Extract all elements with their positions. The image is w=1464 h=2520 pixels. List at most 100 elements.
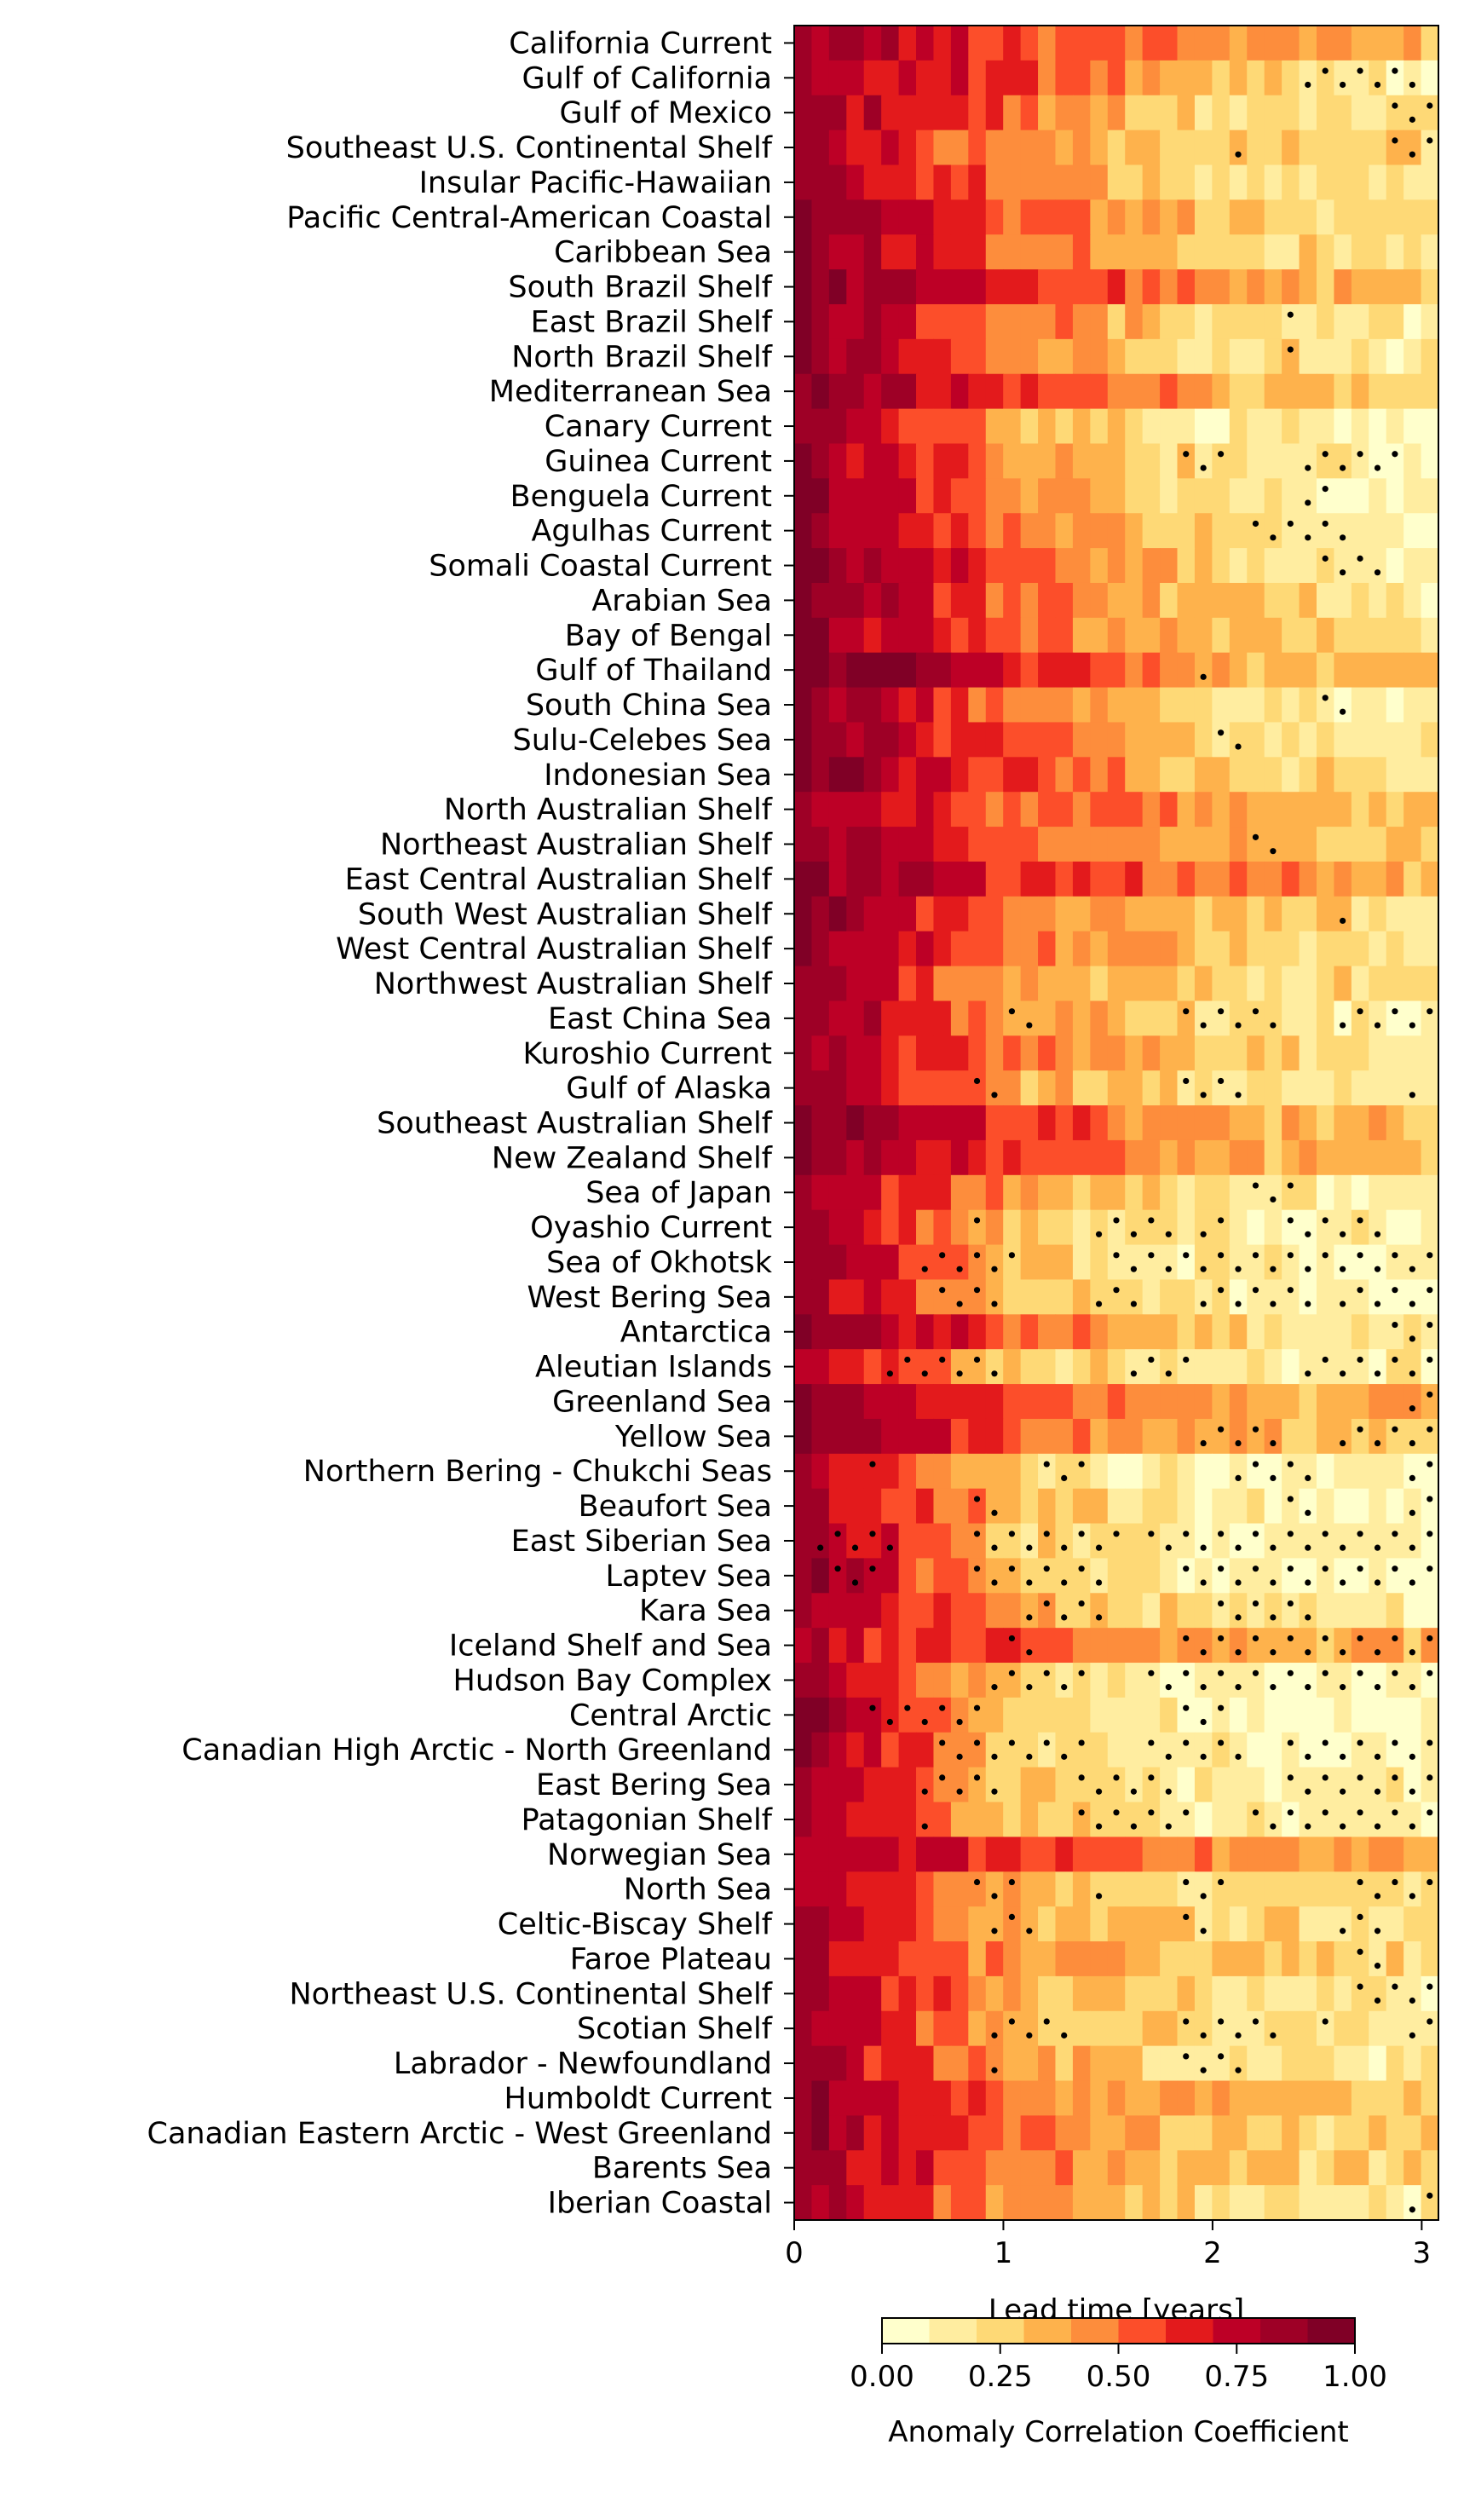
heatmap-cell [1229,1174,1248,1211]
heatmap-cell [1421,164,1439,200]
heatmap-cell [1125,1279,1144,1315]
heatmap-cell [1194,722,1213,758]
heatmap-cell [1421,60,1439,96]
heatmap-cell [1264,60,1282,96]
colorbar-tick-label: 0.75 [1204,2360,1269,2394]
heatmap-cell [881,1139,900,1176]
heatmap-cell [1194,548,1213,584]
heatmap-cell [1351,199,1369,235]
heatmap-cell [1229,722,1248,758]
heatmap-cell [916,513,935,549]
heatmap-cell [828,1001,847,1036]
heatmap-cell [1299,478,1317,514]
heatmap-cell [1351,95,1369,131]
region-label: Humboldt Current [504,2082,772,2116]
heatmap-cell [1229,1453,1248,1490]
heatmap-cell [811,792,830,828]
heatmap-cell [1055,1628,1074,1664]
heatmap-cell [1369,1070,1387,1106]
heatmap-cell [794,234,813,270]
heatmap-cell [1125,443,1144,479]
heatmap-cell [1247,827,1265,862]
heatmap-cell [1386,2185,1404,2221]
heatmap-cell [1247,1001,1265,1036]
heatmap-cell [881,1279,900,1315]
heatmap-cell [1160,408,1179,445]
heatmap-cell [1421,1209,1439,1246]
heatmap-cell [881,95,900,131]
heatmap-cell [898,652,917,689]
heatmap-cell [1369,1035,1387,1071]
heatmap-cell [1316,1279,1334,1315]
heatmap-cell [933,1349,952,1385]
heatmap-cell [1212,199,1231,235]
heatmap-cell [1229,1244,1248,1281]
heatmap-cell [1003,652,1022,689]
significance-dot [1008,1008,1016,1015]
heatmap-cell [968,1558,987,1594]
region-label: East Bering Sea [536,1768,772,1802]
heatmap-cell [1107,1837,1126,1872]
significance-dot [1374,1022,1381,1029]
heatmap-cell [1038,931,1057,967]
heatmap-cell [1003,1174,1022,1211]
significance-dot [1340,464,1346,471]
heatmap-cell [1247,1105,1265,1141]
heatmap-cell [1020,373,1039,410]
significance-dot [1235,1544,1242,1551]
heatmap-cell [1421,1035,1439,1071]
heatmap-cell [1229,1767,1248,1803]
heatmap-cell [1177,373,1196,410]
heatmap-cell [933,1035,952,1071]
heatmap-cell [1403,617,1422,654]
heatmap-cell [1160,26,1179,61]
heatmap-cell [1020,2115,1039,2151]
heatmap-cell [898,1941,917,1977]
heatmap-cell [846,1523,865,1560]
heatmap-cell [1038,1209,1057,1246]
heatmap-cell [1142,548,1161,584]
heatmap-cell [1090,408,1109,445]
significance-dot [1409,1649,1415,1656]
heatmap-cell [794,1314,813,1350]
heatmap-cell [1403,1105,1422,1141]
significance-dot [1183,1008,1190,1015]
heatmap-cell [1264,722,1282,758]
heatmap-cell [968,1941,987,1977]
heatmap-cell [1072,1488,1091,1525]
heatmap-cell [1020,408,1039,445]
heatmap-cell [1386,1906,1404,1942]
heatmap-cell [1247,2150,1265,2186]
heatmap-cell [1369,1244,1387,1281]
heatmap-cell [1403,95,1422,131]
significance-dot [956,1788,963,1795]
significance-dot [1357,1356,1363,1364]
heatmap-cell [1020,1035,1039,1071]
heatmap-cell [1125,2115,1144,2151]
significance-dot [1270,1022,1277,1029]
heatmap-cell [1194,1837,1213,1872]
heatmap-cell [1229,1314,1248,1350]
heatmap-cell [1160,1349,1179,1385]
heatmap-cell [1125,513,1144,549]
heatmap-cell [863,582,882,619]
heatmap-cell [1072,722,1091,758]
heatmap-cell [1421,1975,1439,2012]
heatmap-cell [1386,513,1404,549]
heatmap-cell [881,931,900,967]
heatmap-cell [1003,2115,1022,2151]
heatmap-cell [811,757,830,793]
significance-dot [1357,1878,1363,1886]
heatmap-cell [950,1244,969,1281]
heatmap-cell [1299,1314,1317,1350]
heatmap-cell [1386,1732,1404,1768]
heatmap-cell [1369,373,1387,410]
heatmap-cell [950,966,969,1002]
heatmap-cell [1282,1314,1300,1350]
heatmap-cell [1212,1453,1231,1490]
heatmap-cell [1107,757,1126,793]
significance-dot [1165,1823,1172,1830]
heatmap-cell [1003,827,1022,862]
significance-dot [1392,1426,1398,1433]
heatmap-cell [1316,26,1334,61]
